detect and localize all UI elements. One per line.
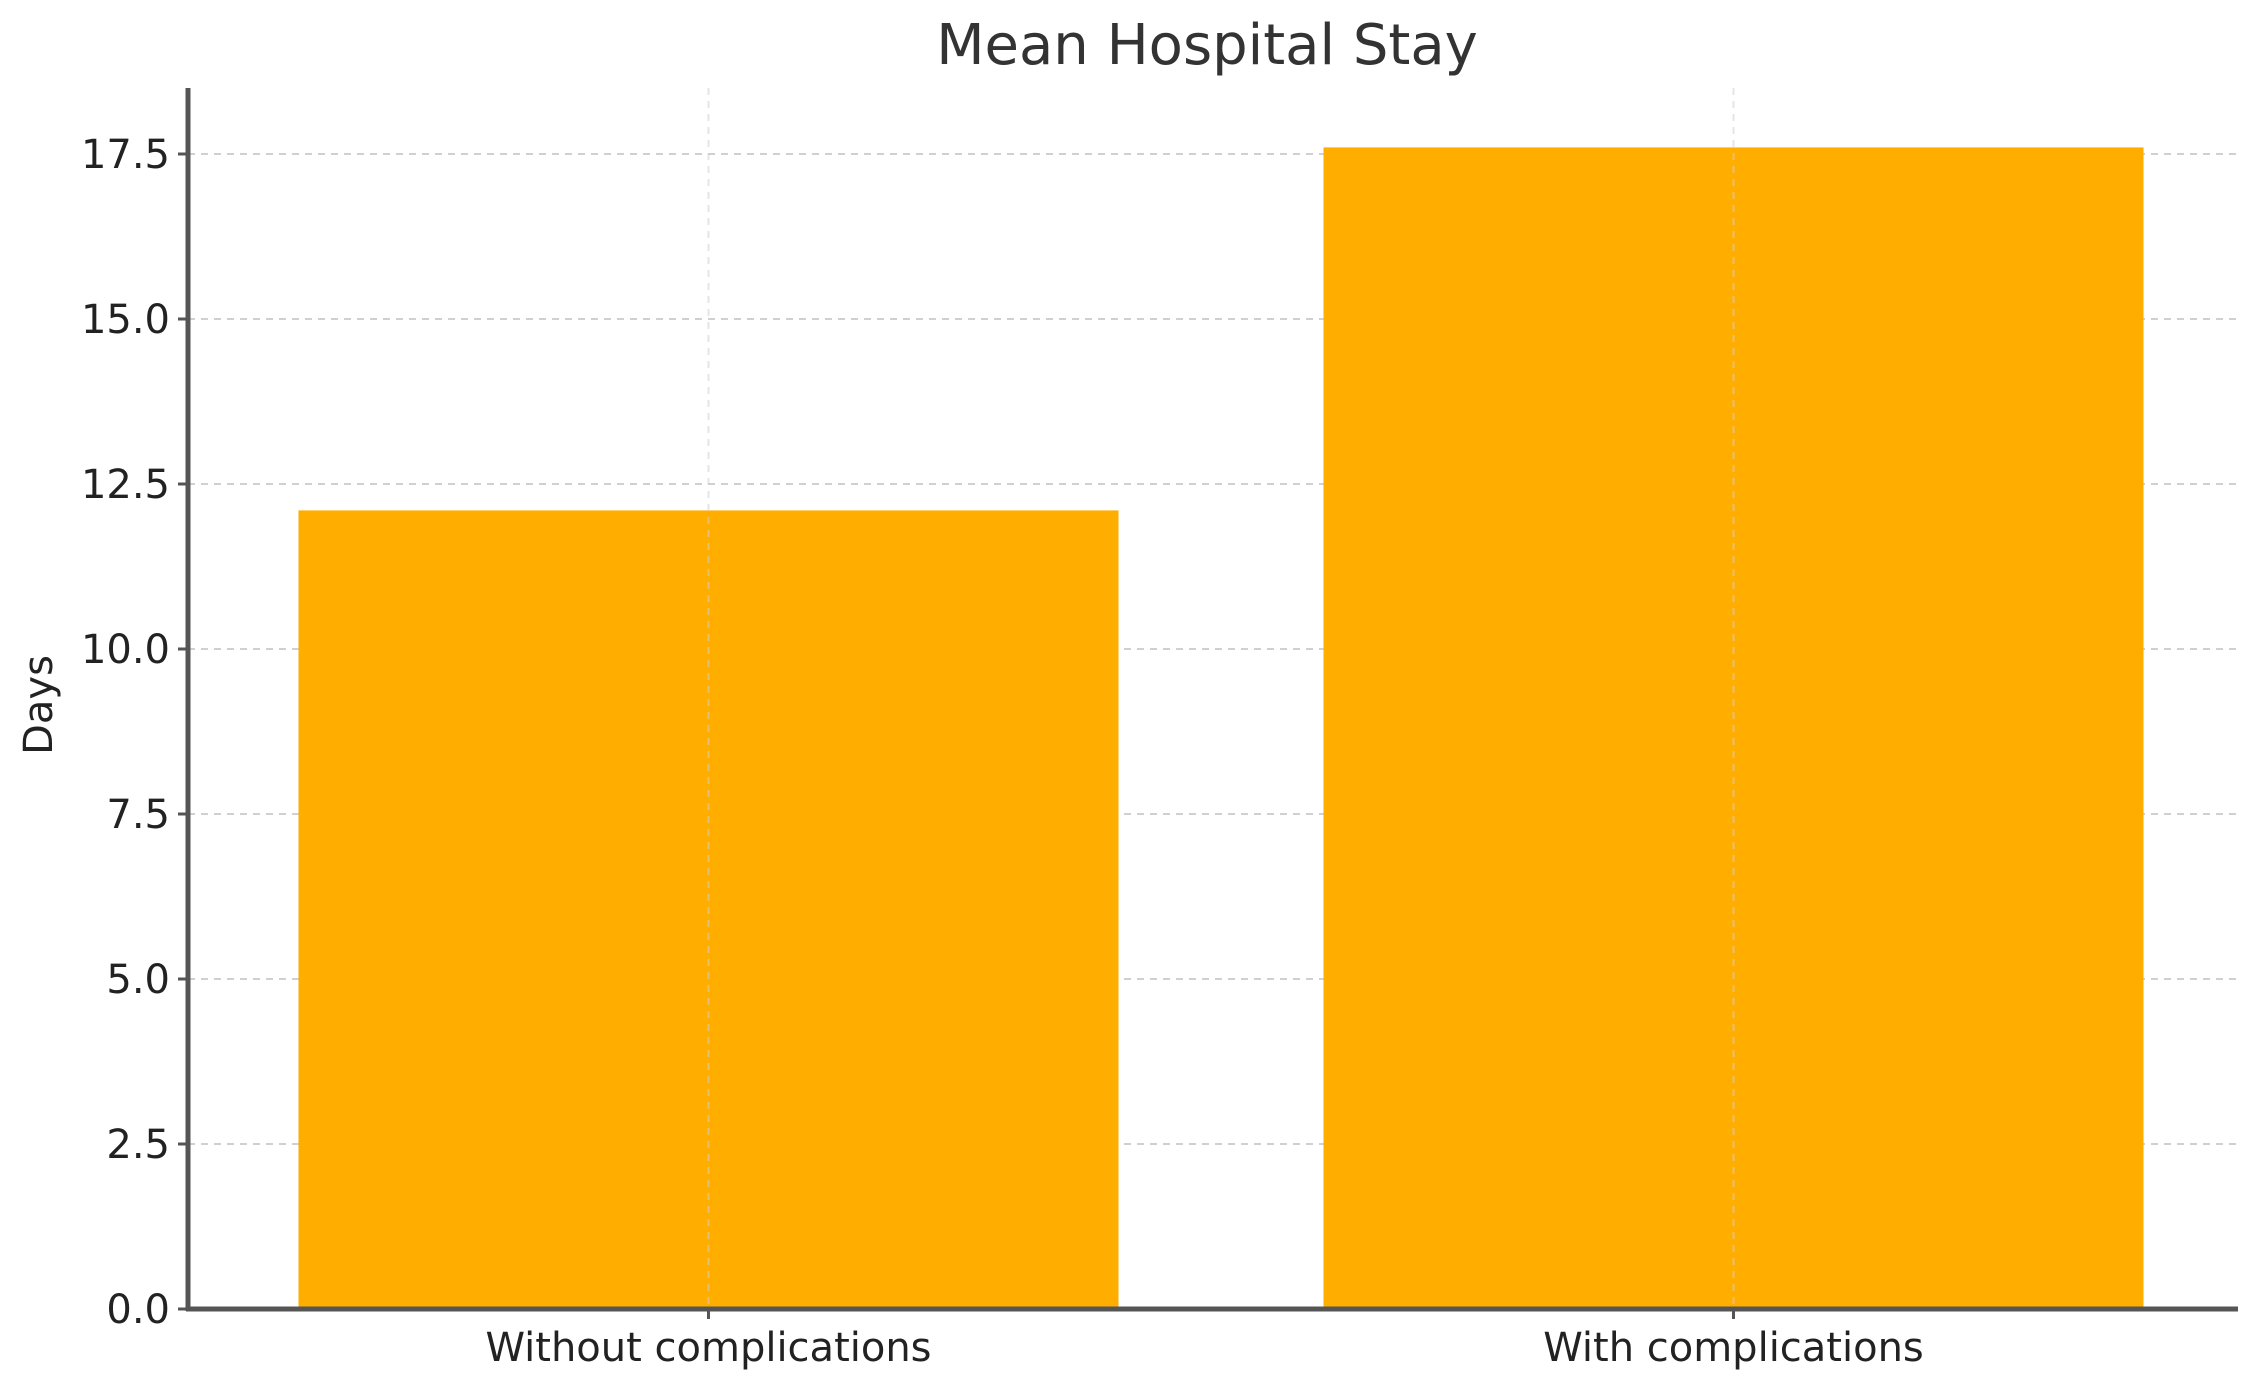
y-tick-label: 10.0 — [81, 627, 170, 673]
y-axis-label: Days — [16, 655, 62, 755]
x-tick-labels: Without complications With complications — [485, 1309, 1924, 1371]
y-tick-label: 7.5 — [106, 792, 170, 838]
y-tick-label: 17.5 — [81, 132, 170, 178]
y-tick-label: 12.5 — [81, 462, 170, 508]
y-tick-label: 0.0 — [106, 1287, 170, 1333]
axes — [185, 88, 2238, 1312]
y-tick-labels: 0.0 2.5 5.0 7.5 10.0 12.5 15.0 17.5 — [81, 132, 188, 1333]
vertical-grid-lines — [707, 88, 1735, 1309]
x-tick-label: With complications — [1543, 1325, 1924, 1371]
bars — [298, 147, 2144, 1309]
y-tick-label: 5.0 — [106, 957, 170, 1003]
y-tick-label: 2.5 — [106, 1122, 170, 1168]
x-tick-label: Without complications — [485, 1325, 931, 1371]
chart-title: Mean Hospital Stay — [936, 13, 1478, 78]
y-tick-label: 15.0 — [81, 297, 170, 343]
